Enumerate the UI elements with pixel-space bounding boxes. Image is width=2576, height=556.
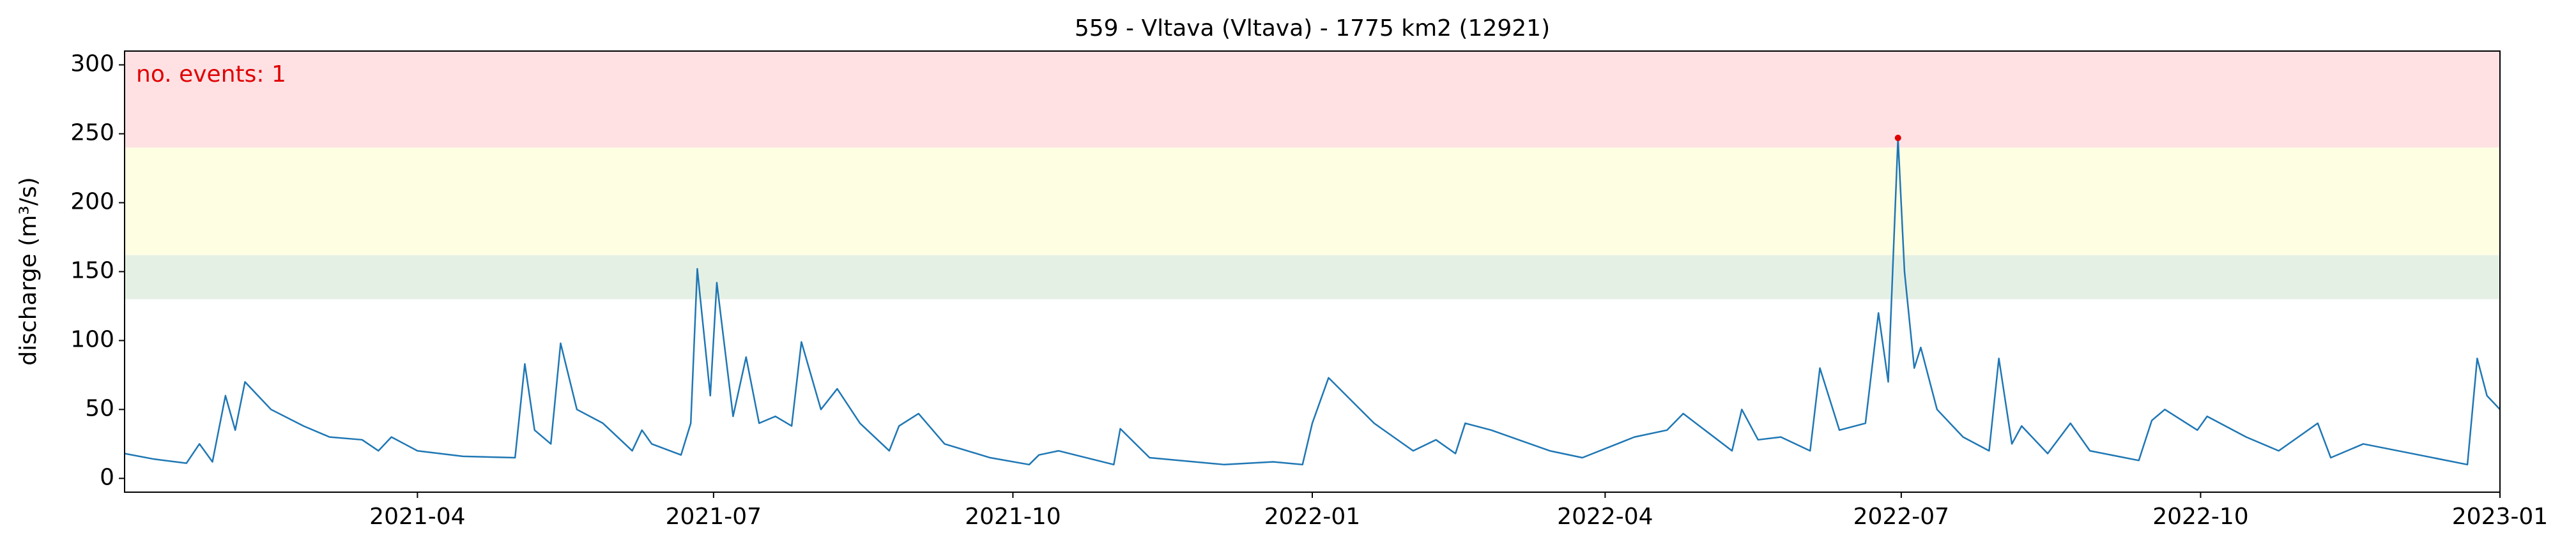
threshold-band — [125, 51, 2500, 148]
discharge-line — [124, 137, 2501, 466]
y-tick-label: 200 — [70, 189, 114, 215]
chart-title: 559 - Vltava (Vltava) - 1775 km2 (12921) — [1075, 15, 1550, 41]
x-tick-label: 2022-07 — [1853, 504, 1949, 530]
plot-frame — [124, 50, 2501, 493]
y-tick-label: 50 — [85, 395, 114, 421]
y-tick-label: 0 — [100, 464, 114, 490]
y-tick-label: 150 — [70, 258, 114, 284]
threshold-band — [125, 255, 2500, 299]
y-tick-label: 100 — [70, 326, 114, 352]
y-tick-label: 300 — [70, 51, 114, 77]
x-tick-label: 2021-10 — [965, 504, 1061, 530]
y-axis-label: discharge (m³/s) — [15, 177, 42, 365]
x-tick-label: 2022-04 — [1557, 504, 1653, 530]
x-tick-label: 2021-07 — [666, 504, 762, 530]
x-tick-label: 2022-01 — [1264, 504, 1360, 530]
x-tick-label: 2021-04 — [369, 504, 465, 530]
y-tick-label: 250 — [70, 120, 114, 146]
annotation: no. events: 1 — [136, 61, 286, 87]
event-marker — [1894, 135, 1901, 142]
x-tick-label: 2023-01 — [2452, 504, 2548, 530]
threshold-band — [125, 147, 2500, 255]
x-tick-label: 2022-10 — [2152, 504, 2248, 530]
